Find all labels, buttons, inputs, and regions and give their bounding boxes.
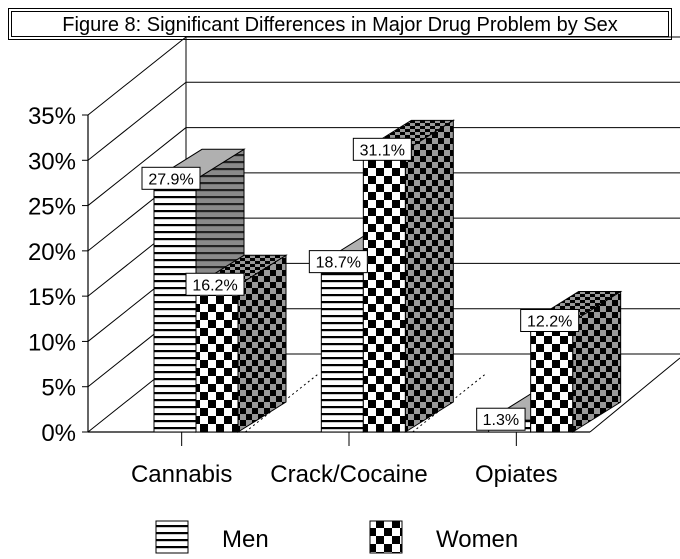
data-label-men-2-box <box>476 407 526 431</box>
bars <box>152 119 623 433</box>
bar-women-1 <box>361 119 456 433</box>
data-label-women-0-box <box>185 272 245 296</box>
legend-label-men: Men <box>222 526 269 553</box>
bar-women-1-side <box>404 119 454 433</box>
legend-label-women: Women <box>436 526 518 553</box>
legend-swatch-men <box>155 520 189 554</box>
y-tick-label: 20% <box>28 239 76 266</box>
data-label-women-1-box <box>352 137 412 161</box>
x-tick-label: Crack/Cocaine <box>270 461 427 488</box>
gridline-wall <box>87 127 187 206</box>
data-label-women-2-box <box>520 309 580 333</box>
data-label-men-2: 1.3% <box>483 412 519 429</box>
legend: Men Women <box>155 520 518 554</box>
gridline-wall <box>87 36 187 116</box>
gridline-wall <box>87 81 187 161</box>
y-tick-label: 0% <box>41 420 76 447</box>
data-label-women-0: 16.2% <box>192 277 237 294</box>
data-label-women-2: 12.2% <box>527 314 572 331</box>
data-label-women-1: 31.1% <box>360 142 405 159</box>
y-tick-label: 25% <box>28 194 76 221</box>
floor-right-edge <box>589 357 680 433</box>
axes: 0% 5% 10% 15% 20% 25% 30% 35% Cannabis Crack/Coca… <box>28 103 590 488</box>
x-tick-label: Opiates <box>475 461 558 488</box>
y-tick-label: 30% <box>28 148 76 175</box>
data-labels: 27.9% 16.2% 18.7% 31.1% 1.3% 12.2% <box>141 137 580 431</box>
bar-men-1-front <box>320 262 364 433</box>
data-label-men-0: 27.9% <box>148 171 193 188</box>
y-tick-label: 5% <box>41 375 76 402</box>
y-tick-label: 10% <box>28 329 76 356</box>
bar-women-1-front <box>362 149 406 433</box>
bar-women-2-front <box>530 321 574 433</box>
bar-women-0-front <box>195 284 239 433</box>
y-tick-label: 15% <box>28 284 76 311</box>
x-tick-label: Cannabis <box>131 461 232 488</box>
bar-women-0-side <box>237 254 287 433</box>
legend-swatch-women <box>369 520 403 554</box>
bar-women-2 <box>528 290 623 433</box>
data-label-men-1: 18.7% <box>316 255 361 272</box>
bar-men-0-front <box>153 178 197 433</box>
data-label-men-0-box <box>141 166 201 190</box>
data-label-men-1-box <box>308 250 368 274</box>
y-tick-label: 35% <box>28 103 76 130</box>
